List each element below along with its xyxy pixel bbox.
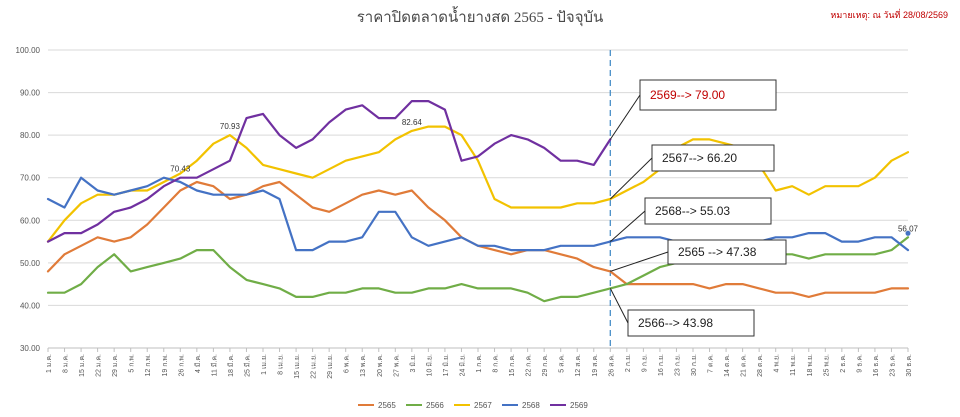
y-tick-label: 30.00 bbox=[20, 344, 41, 353]
x-tick-label: 3 มิ.ย. bbox=[409, 354, 417, 372]
callout-box bbox=[644, 197, 772, 225]
callout-box bbox=[651, 144, 775, 172]
point-label: 82.64 bbox=[402, 118, 423, 127]
callout-label: 2568--> 55.03 bbox=[655, 204, 730, 218]
legend-label-2565: 2565 bbox=[378, 401, 396, 410]
y-tick-label: 90.00 bbox=[20, 89, 41, 98]
x-tick-label: 26 ก.พ. bbox=[178, 354, 185, 377]
callout-leader bbox=[609, 157, 653, 200]
point-label: 56.07 bbox=[898, 224, 919, 233]
callout-leader bbox=[610, 251, 669, 272]
legend-label-2569: 2569 bbox=[570, 401, 588, 410]
x-tick-label: 13 พ.ค. bbox=[360, 354, 367, 377]
x-tick-label: 19 ก.พ. bbox=[162, 354, 169, 377]
x-tick-label: 25 พ.ย. bbox=[823, 354, 830, 376]
x-tick-label: 15 เม.ย. bbox=[294, 354, 301, 379]
x-tick-label: 29 ก.ค. bbox=[542, 354, 549, 377]
x-tick-label: 9 ก.ย. bbox=[641, 354, 648, 372]
legend-label-2567: 2567 bbox=[474, 401, 492, 410]
y-tick-label: 100.00 bbox=[16, 46, 41, 55]
x-tick-label: 2 ธ.ค. bbox=[840, 354, 847, 373]
x-tick-label: 21 ต.ค. bbox=[741, 354, 748, 377]
callout-leader bbox=[609, 288, 629, 324]
x-tick-label: 16 ก.ย. bbox=[658, 354, 665, 376]
x-tick-label: 14 ต.ค. bbox=[724, 354, 731, 377]
x-tick-label: 9 ธ.ค. bbox=[856, 354, 863, 373]
x-tick-label: 11 พ.ย. bbox=[790, 354, 797, 376]
series-line-2569 bbox=[46, 99, 612, 243]
x-tick-label: 16 ธ.ค. bbox=[873, 354, 880, 377]
callout-label: 2565 --> 47.38 bbox=[678, 245, 757, 259]
x-tick-label: 18 พ.ย. bbox=[807, 354, 814, 376]
x-tick-label: 12 ส.ค. bbox=[575, 354, 582, 377]
legend-label-2568: 2568 bbox=[522, 401, 540, 410]
x-tick-label: 25 มี.ค. bbox=[243, 354, 251, 377]
x-tick-label: 12 ก.พ. bbox=[145, 354, 152, 377]
x-tick-label: 11 มี.ค. bbox=[210, 354, 218, 376]
x-tick-label: 23 ก.ย. bbox=[674, 354, 681, 376]
series-line-2565 bbox=[46, 180, 910, 298]
callout-label: 2566--> 43.98 bbox=[638, 316, 713, 330]
x-tick-label: 8 ม.ค. bbox=[63, 354, 70, 373]
x-tick-label: 1 เม.ย. bbox=[261, 354, 268, 375]
y-tick-label: 50.00 bbox=[20, 259, 41, 268]
x-tick-label: 15 ก.ค. bbox=[509, 354, 516, 377]
x-tick-label: 24 มิ.ย. bbox=[458, 354, 466, 376]
x-tick-label: 4 มี.ค. bbox=[194, 354, 202, 373]
x-tick-label: 4 พ.ย. bbox=[774, 354, 781, 372]
callout-label: 2567--> 66.20 bbox=[662, 151, 737, 165]
x-tick-label: 17 มิ.ย. bbox=[442, 354, 450, 376]
x-tick-label: 22 ก.ค. bbox=[526, 354, 533, 377]
callout-label: 2569--> 79.00 bbox=[650, 88, 725, 102]
x-tick-label: 23 ธ.ค. bbox=[889, 354, 896, 377]
x-tick-label: 10 มิ.ย. bbox=[425, 354, 433, 376]
callout-box bbox=[627, 309, 755, 337]
x-tick-label: 15 ม.ค. bbox=[79, 354, 86, 377]
legend-label-2566: 2566 bbox=[426, 401, 444, 410]
x-tick-label: 8 ก.ค. bbox=[493, 354, 500, 373]
x-tick-label: 5 ก.พ. bbox=[129, 354, 136, 373]
callout-box bbox=[639, 79, 777, 111]
x-tick-label: 29 เม.ย. bbox=[327, 354, 334, 379]
chart-title: ราคาปิดตลาดน้ำยางสด 2565 - ปัจจุบัน bbox=[357, 6, 604, 27]
x-tick-label: 1 ม.ค. bbox=[46, 354, 53, 373]
y-tick-label: 80.00 bbox=[20, 131, 41, 140]
x-tick-label: 8 เม.ย. bbox=[278, 354, 285, 375]
x-tick-label: 30 ก.ย. bbox=[691, 354, 698, 376]
callout-leader bbox=[609, 210, 646, 242]
endpoint-marker bbox=[905, 230, 911, 236]
y-tick-label: 60.00 bbox=[20, 216, 41, 225]
x-tick-label: 30 ธ.ค. bbox=[906, 354, 913, 377]
y-tick-label: 40.00 bbox=[20, 301, 41, 310]
x-tick-label: 2 ก.ย. bbox=[625, 354, 632, 372]
x-tick-label: 28 ต.ค. bbox=[757, 354, 764, 377]
callout-box bbox=[667, 239, 787, 265]
x-tick-label: 5 ส.ค. bbox=[559, 354, 566, 373]
x-tick-label: 29 ม.ค. bbox=[112, 354, 119, 377]
x-tick-label: 18 มี.ค. bbox=[227, 354, 235, 377]
x-tick-label: 20 พ.ค. bbox=[377, 354, 384, 377]
point-label: 70.93 bbox=[220, 122, 241, 131]
x-tick-label: 6 พ.ค. bbox=[344, 354, 351, 373]
x-tick-label: 22 เม.ย. bbox=[311, 354, 318, 379]
series-line-2567 bbox=[46, 125, 910, 243]
point-label: 70.43 bbox=[170, 165, 191, 174]
x-tick-label: 7 ต.ค. bbox=[708, 354, 715, 373]
x-tick-label: 26 ส.ค. bbox=[608, 354, 615, 377]
callout-leader bbox=[609, 94, 641, 140]
y-tick-label: 70.00 bbox=[20, 174, 41, 183]
x-tick-label: 19 ส.ค. bbox=[592, 354, 599, 377]
x-tick-label: 22 ม.ค. bbox=[96, 354, 103, 377]
x-tick-label: 1 ก.ค. bbox=[476, 354, 483, 373]
x-tick-label: 27 พ.ค. bbox=[393, 354, 400, 377]
chart-note: หมายเหตุ: ณ วันที่ 28/08/2569 bbox=[830, 8, 948, 21]
